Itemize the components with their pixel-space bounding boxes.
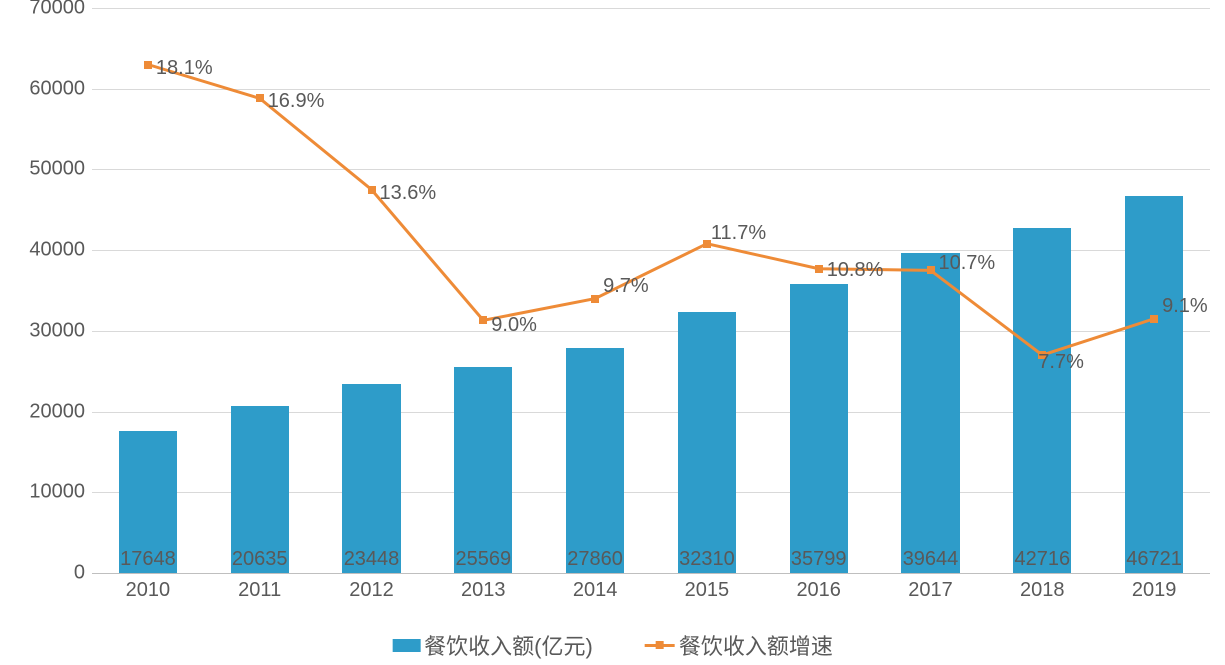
legend-swatch-line (645, 638, 675, 652)
legend-item-line: 餐饮收入额增速 (645, 629, 833, 661)
line-marker (927, 266, 935, 274)
x-tick-label: 2013 (461, 579, 506, 602)
line-value-label: 7.7% (1038, 351, 1084, 374)
x-tick-label: 2017 (908, 579, 953, 602)
x-tick-label: 2010 (126, 579, 171, 602)
growth-line (92, 8, 1210, 573)
y-tick-label: 30000 (5, 319, 85, 342)
legend-label-bar: 餐饮收入额(亿元) (424, 629, 593, 661)
line-value-label: 11.7% (711, 222, 766, 245)
y-tick-label: 10000 (5, 481, 85, 504)
x-tick-label: 2012 (349, 579, 394, 602)
line-marker (703, 240, 711, 248)
line-value-label: 9.0% (491, 314, 537, 337)
line-marker (256, 94, 264, 102)
x-tick-label: 2018 (1020, 579, 1065, 602)
line-marker (1150, 315, 1158, 323)
line-value-label: 13.6% (380, 182, 437, 205)
x-tick-label: 2011 (238, 579, 281, 602)
gridline (92, 573, 1210, 574)
line-marker (144, 61, 152, 69)
y-tick-label: 20000 (5, 400, 85, 423)
legend-item-bar: 餐饮收入额(亿元) (392, 629, 593, 661)
y-tick-label: 60000 (5, 77, 85, 100)
x-tick-label: 2014 (573, 579, 618, 602)
y-tick-label: 0 (5, 562, 85, 585)
x-tick-label: 2019 (1132, 579, 1177, 602)
line-value-label: 16.9% (268, 90, 325, 113)
line-marker (479, 316, 487, 324)
y-tick-label: 50000 (5, 158, 85, 181)
line-value-label: 18.1% (156, 57, 213, 80)
line-marker (368, 186, 376, 194)
line-value-label: 10.8% (827, 259, 884, 282)
x-tick-label: 2015 (685, 579, 730, 602)
y-tick-label: 70000 (5, 0, 85, 20)
line-marker (815, 265, 823, 273)
line-value-label: 9.1% (1162, 295, 1208, 318)
legend-label-line: 餐饮收入额增速 (679, 629, 833, 661)
revenue-chart: 1764820635234482556927860323103579939644… (0, 0, 1225, 665)
y-tick-label: 40000 (5, 239, 85, 262)
legend: 餐饮收入额(亿元) 餐饮收入额增速 (392, 629, 833, 661)
plot-area: 1764820635234482556927860323103579939644… (92, 8, 1210, 573)
line-value-label: 9.7% (603, 275, 649, 298)
line-marker (591, 295, 599, 303)
x-tick-label: 2016 (796, 579, 841, 602)
legend-swatch-bar (392, 639, 420, 652)
line-value-label: 10.7% (939, 252, 996, 275)
